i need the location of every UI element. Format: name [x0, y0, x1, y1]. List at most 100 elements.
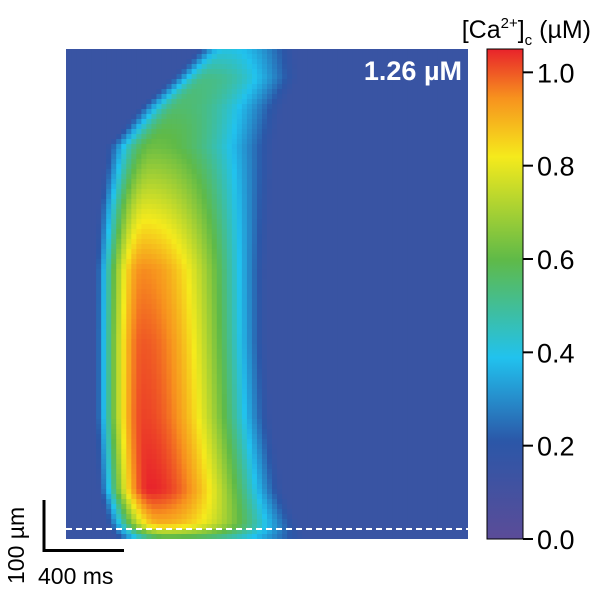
heatmap-cell — [121, 299, 127, 305]
heatmap-cell — [432, 159, 439, 165]
heatmap-cell — [136, 109, 142, 115]
heatmap-cell — [402, 224, 409, 230]
heatmap-cell — [412, 299, 419, 305]
heatmap-cell — [417, 164, 424, 170]
heatmap-cell — [432, 354, 439, 360]
heatmap-cell — [357, 184, 364, 190]
heatmap-cell — [196, 214, 203, 220]
heatmap-cell — [447, 174, 454, 180]
heatmap-cell — [382, 84, 389, 90]
heatmap-cell — [146, 279, 153, 285]
heatmap-cell — [277, 79, 283, 85]
heatmap-cell — [297, 309, 303, 315]
heatmap-cell — [407, 239, 414, 245]
heatmap-cell — [447, 114, 454, 120]
heatmap-cell — [337, 319, 343, 325]
heatmap-cell — [272, 189, 278, 195]
heatmap-cell — [362, 179, 369, 185]
heatmap-cell — [267, 269, 273, 275]
heatmap-cell — [196, 224, 203, 230]
heatmap-cell — [397, 324, 404, 330]
heatmap-cell — [322, 204, 328, 210]
heatmap-cell — [261, 134, 268, 140]
heatmap-cell — [206, 214, 213, 220]
heatmap-cell — [106, 164, 112, 170]
heatmap-cell — [216, 329, 223, 335]
heatmap-cell — [417, 159, 424, 165]
heatmap-cell — [256, 84, 263, 90]
heatmap-cell — [201, 109, 208, 115]
heatmap-cell — [277, 309, 283, 315]
heatmap-cell — [377, 204, 384, 210]
heatmap-cell — [176, 89, 183, 95]
heatmap-cell — [322, 329, 328, 335]
heatmap-cell — [71, 229, 77, 235]
heatmap-cell — [261, 199, 268, 205]
heatmap-cell — [186, 144, 193, 150]
heatmap-cell — [156, 174, 163, 180]
heatmap-cell — [292, 214, 298, 220]
heatmap-cell — [347, 214, 354, 220]
heatmap-cell — [432, 219, 439, 225]
heatmap-cell — [317, 69, 323, 75]
heatmap-cell — [422, 314, 429, 320]
heatmap-cell — [236, 309, 243, 315]
heatmap-cell — [407, 254, 414, 260]
heatmap-cell — [121, 154, 127, 160]
heatmap-cell — [246, 54, 253, 60]
heatmap-cell — [272, 174, 278, 180]
heatmap-cell — [417, 54, 424, 60]
heatmap-cell — [387, 109, 394, 115]
heatmap-cell — [307, 329, 313, 335]
heatmap-cell — [357, 239, 364, 245]
heatmap-cell — [407, 224, 414, 230]
heatmap-cell — [347, 249, 354, 255]
heatmap-cell — [86, 224, 92, 230]
heatmap-cell — [437, 199, 444, 205]
heatmap-cell — [126, 339, 132, 345]
heatmap-cell — [297, 314, 303, 320]
heatmap-cell — [121, 309, 127, 315]
heatmap-cell — [256, 214, 263, 220]
heatmap-cell — [307, 139, 313, 145]
heatmap-cell — [422, 189, 429, 195]
heatmap-cell — [81, 64, 87, 70]
heatmap-cell — [382, 114, 389, 120]
heatmap-cell — [166, 319, 173, 325]
heatmap-cell — [462, 234, 468, 240]
heatmap-cell — [302, 259, 308, 265]
heatmap-cell — [116, 234, 122, 240]
heatmap-cell — [136, 359, 142, 365]
heatmap-cell — [417, 194, 424, 200]
heatmap-cell — [186, 129, 193, 135]
heatmap-cell — [156, 259, 163, 265]
heatmap-cell — [447, 249, 454, 255]
heatmap-cell — [452, 319, 459, 325]
heatmap-cell — [136, 134, 142, 140]
heatmap-cell — [106, 79, 112, 85]
heatmap-cell — [236, 354, 243, 360]
heatmap-cell — [452, 299, 459, 305]
heatmap-cell — [141, 324, 148, 330]
heatmap-cell — [332, 139, 338, 145]
heatmap-cell — [141, 89, 148, 95]
heatmap-cell — [267, 69, 273, 75]
heatmap-cell — [91, 209, 97, 215]
heatmap-cell — [171, 274, 178, 280]
heatmap-cell — [106, 209, 112, 215]
heatmap-cell — [267, 259, 273, 265]
heatmap-cell — [462, 279, 468, 285]
heatmap-cell — [211, 254, 218, 260]
heatmap-cell — [146, 299, 153, 305]
heatmap-cell — [332, 244, 338, 250]
heatmap-cell — [76, 359, 82, 365]
heatmap-cell — [211, 349, 218, 355]
heatmap-cell — [457, 159, 464, 165]
heatmap-cell — [317, 314, 323, 320]
heatmap-cell — [307, 314, 313, 320]
heatmap-cell — [96, 74, 102, 80]
heatmap-cell — [121, 134, 127, 140]
heatmap-cell — [81, 344, 87, 350]
heatmap-cell — [166, 159, 173, 165]
heatmap-cell — [282, 114, 288, 120]
